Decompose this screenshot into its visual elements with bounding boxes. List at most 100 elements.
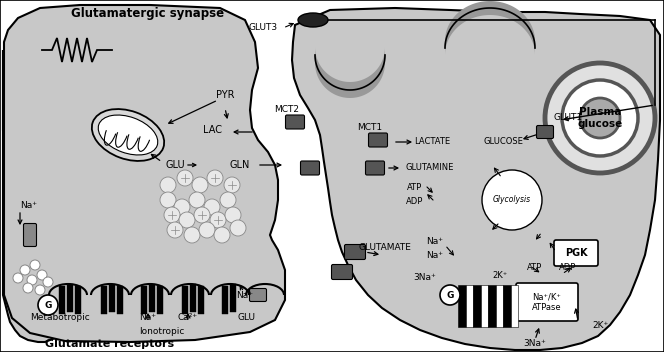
Circle shape <box>224 177 240 193</box>
Polygon shape <box>315 47 385 98</box>
FancyBboxPatch shape <box>554 240 598 266</box>
FancyBboxPatch shape <box>301 161 319 175</box>
Circle shape <box>174 199 190 215</box>
Circle shape <box>184 227 200 243</box>
Circle shape <box>207 170 223 186</box>
Text: GLUT3: GLUT3 <box>249 24 278 32</box>
Circle shape <box>482 170 542 230</box>
FancyBboxPatch shape <box>250 289 266 302</box>
Circle shape <box>160 192 176 208</box>
FancyBboxPatch shape <box>345 245 365 259</box>
Text: GLU: GLU <box>165 160 185 170</box>
Bar <box>117 286 123 314</box>
Text: MCT2: MCT2 <box>274 106 299 114</box>
Polygon shape <box>445 1 535 55</box>
Circle shape <box>30 260 40 270</box>
Bar <box>149 284 155 312</box>
Text: Na⁺/K⁺
ATPase: Na⁺/K⁺ ATPase <box>532 292 562 312</box>
Bar <box>157 286 163 314</box>
Text: GLN: GLN <box>230 160 250 170</box>
FancyBboxPatch shape <box>331 264 353 279</box>
Ellipse shape <box>298 13 328 27</box>
Text: GLUCOSE: GLUCOSE <box>483 138 523 146</box>
Text: Plasma
glucose: Plasma glucose <box>578 107 623 129</box>
Bar <box>230 284 236 312</box>
Text: G: G <box>44 301 52 309</box>
Circle shape <box>210 212 226 228</box>
Circle shape <box>167 222 183 238</box>
Circle shape <box>35 285 45 295</box>
Bar <box>511 285 518 327</box>
Bar <box>222 286 228 314</box>
Bar <box>473 285 481 327</box>
Bar <box>495 285 503 327</box>
Bar <box>141 286 147 314</box>
Text: MCT1: MCT1 <box>357 124 382 132</box>
Ellipse shape <box>92 109 164 161</box>
Text: Metabotropic: Metabotropic <box>30 314 90 322</box>
Text: Glutamate receptors: Glutamate receptors <box>45 339 175 349</box>
FancyBboxPatch shape <box>23 224 37 246</box>
Text: Na⁺: Na⁺ <box>20 201 37 209</box>
Text: LAC: LAC <box>203 125 222 135</box>
Text: Ca²⁺: Ca²⁺ <box>178 314 198 322</box>
Text: GLUT1: GLUT1 <box>553 113 582 122</box>
Text: 2K⁺: 2K⁺ <box>592 321 608 329</box>
Circle shape <box>194 207 210 223</box>
Text: GLUTAMATE: GLUTAMATE <box>359 244 412 252</box>
Text: 3Na⁺: 3Na⁺ <box>414 274 436 283</box>
Bar <box>75 286 81 314</box>
Circle shape <box>23 283 33 293</box>
Polygon shape <box>292 8 660 350</box>
Text: PGK: PGK <box>564 248 588 258</box>
Bar <box>465 285 473 327</box>
Bar <box>458 285 465 327</box>
Bar <box>190 284 196 312</box>
Bar <box>198 286 204 314</box>
Circle shape <box>13 273 23 283</box>
Circle shape <box>440 285 460 305</box>
Circle shape <box>220 192 236 208</box>
Ellipse shape <box>98 115 158 155</box>
Circle shape <box>27 275 37 285</box>
Circle shape <box>189 192 205 208</box>
Circle shape <box>179 212 195 228</box>
Circle shape <box>164 207 180 223</box>
Text: LACTATE: LACTATE <box>414 138 450 146</box>
FancyBboxPatch shape <box>286 115 305 129</box>
Text: ADP: ADP <box>406 197 424 207</box>
FancyBboxPatch shape <box>365 161 384 175</box>
Circle shape <box>43 277 53 287</box>
Text: Na⁺: Na⁺ <box>139 314 157 322</box>
Text: Glutamatergic synapse: Glutamatergic synapse <box>72 7 224 20</box>
Circle shape <box>160 177 176 193</box>
FancyBboxPatch shape <box>537 126 554 138</box>
Text: G: G <box>446 290 454 300</box>
Text: Ionotropic: Ionotropic <box>139 327 185 337</box>
Bar <box>182 286 188 314</box>
Bar <box>481 285 488 327</box>
Text: ADP: ADP <box>559 264 577 272</box>
FancyBboxPatch shape <box>516 283 578 321</box>
Text: GLU: GLU <box>237 314 255 322</box>
Bar <box>101 286 107 314</box>
Bar <box>503 285 511 327</box>
Text: GLUTAMINE: GLUTAMINE <box>405 163 454 172</box>
Circle shape <box>177 170 193 186</box>
FancyBboxPatch shape <box>369 133 388 147</box>
Text: PYR: PYR <box>216 90 234 100</box>
Circle shape <box>204 199 220 215</box>
Bar <box>488 285 495 327</box>
Circle shape <box>545 63 655 173</box>
Circle shape <box>192 177 208 193</box>
Circle shape <box>20 265 30 275</box>
Circle shape <box>199 222 215 238</box>
Text: Na⁺: Na⁺ <box>426 251 444 259</box>
Polygon shape <box>4 5 285 342</box>
Bar <box>59 286 65 314</box>
Polygon shape <box>3 50 280 342</box>
Text: Na⁺: Na⁺ <box>426 238 444 246</box>
Text: ATP: ATP <box>527 264 542 272</box>
Text: 3Na⁺: 3Na⁺ <box>524 339 546 348</box>
Bar <box>67 284 73 312</box>
